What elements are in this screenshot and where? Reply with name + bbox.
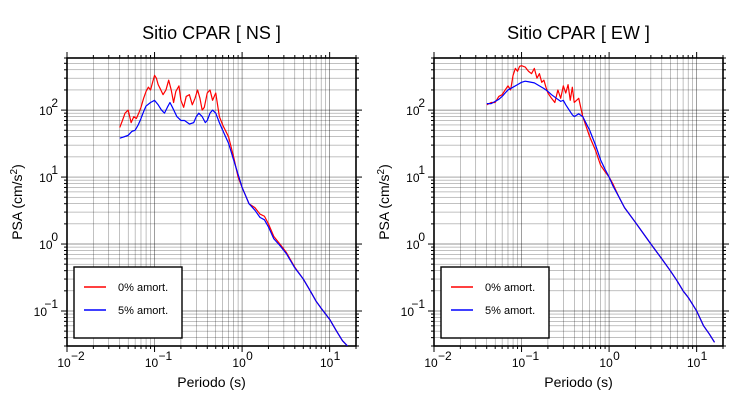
- x-tick-label-exponent: −1: [159, 349, 173, 363]
- y-tick-label: 10: [39, 238, 53, 252]
- plot-frame: [66, 57, 357, 347]
- legend-label-damping-5: 5% amort.: [118, 305, 168, 317]
- y-tick-label-exponent: −1: [411, 297, 425, 311]
- x-tick-label: 10: [599, 356, 613, 370]
- x-tick-label-exponent: 0: [613, 349, 620, 363]
- x-axis-label: Periodo (s): [544, 374, 612, 390]
- x-tick-label: 10: [687, 356, 701, 370]
- x-tick-label-exponent: 0: [246, 349, 253, 363]
- series-line-damping-0: [119, 74, 348, 346]
- y-tick-label-exponent: 2: [418, 96, 425, 110]
- y-tick-label-exponent: 2: [51, 96, 58, 110]
- y-axis-label: PSA (cm/s2): [9, 164, 25, 240]
- y-axis-label-close: ): [9, 164, 25, 169]
- x-tick-label: 10: [424, 356, 438, 370]
- y-axis-label-sup: 2: [376, 168, 387, 174]
- legend: 0% amort. 5% amort.: [73, 266, 183, 339]
- y-tick-label-exponent: −1: [44, 297, 58, 311]
- legend-label-damping-0: 0% amort.: [118, 282, 168, 294]
- y-tick-label-exponent: 1: [51, 163, 58, 177]
- chart-panel-1: Sitio CPAR [ NS ]10 −2 10 −1 10 0 10 1−11001011…: [9, 23, 362, 390]
- y-tick-label: 10: [406, 171, 420, 185]
- x-tick-label: 10: [320, 356, 334, 370]
- y-axis-label-close: ): [376, 164, 392, 169]
- y-axis-label-main: PSA (cm/s: [9, 174, 25, 239]
- chart-title: Sitio CPAR [ NS ]: [142, 23, 281, 43]
- y-tick-label: 10: [406, 104, 420, 118]
- y-tick-label-exponent: 0: [418, 230, 425, 244]
- legend-box: [440, 266, 550, 339]
- legend-box: [73, 266, 183, 339]
- x-tick-label-exponent: −2: [71, 349, 85, 363]
- y-tick-label-exponent: 0: [51, 230, 58, 244]
- y-axis-label-sup: 2: [9, 168, 20, 174]
- x-axis-label: Periodo (s): [177, 374, 245, 390]
- chart-panel-2: Sitio CPAR [ EW ]10 −2 10 −1 10 0 10 1−11001011…: [376, 23, 729, 390]
- y-tick-label: 10: [39, 171, 53, 185]
- chart-title: Sitio CPAR [ EW ]: [507, 23, 650, 43]
- y-tick-label: 10: [401, 305, 415, 319]
- y-tick-label: 10: [406, 238, 420, 252]
- y-axis-label: PSA (cm/s2): [376, 164, 392, 240]
- x-tick-label: 10: [232, 356, 246, 370]
- x-tick-label-exponent: 1: [334, 349, 341, 363]
- plot-frame: [433, 57, 724, 347]
- x-tick-label-exponent: 1: [701, 349, 708, 363]
- legend-label-damping-0: 0% amort.: [485, 282, 535, 294]
- y-tick-label-exponent: 1: [418, 163, 425, 177]
- x-tick-label: 10: [57, 356, 71, 370]
- series-line-damping-5: [486, 80, 716, 343]
- legend: 0% amort. 5% amort.: [440, 266, 550, 339]
- y-axis-label-main: PSA (cm/s: [376, 174, 392, 239]
- x-tick-label: 10: [512, 356, 526, 370]
- y-tick-label: 10: [39, 104, 53, 118]
- x-tick-label: 10: [145, 356, 159, 370]
- legend-label-damping-5: 5% amort.: [485, 305, 535, 317]
- series-line-damping-5: [119, 99, 348, 346]
- x-tick-label-exponent: −2: [438, 349, 452, 363]
- y-tick-label: 10: [34, 305, 48, 319]
- x-tick-label-exponent: −1: [526, 349, 540, 363]
